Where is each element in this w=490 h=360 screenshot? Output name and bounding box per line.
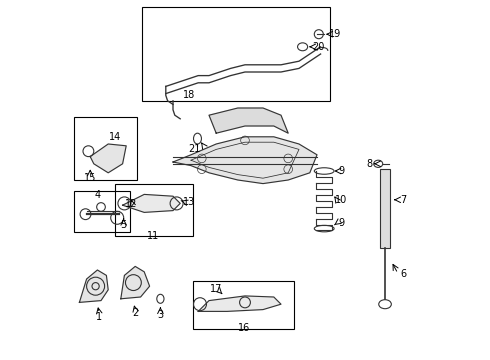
Polygon shape [121, 266, 149, 299]
Polygon shape [173, 137, 317, 184]
Text: 17: 17 [210, 284, 222, 294]
Text: 2: 2 [132, 308, 138, 318]
Polygon shape [198, 296, 281, 311]
Text: 19: 19 [329, 29, 341, 39]
Text: 6: 6 [400, 269, 407, 279]
Text: 1: 1 [96, 312, 102, 322]
Text: 18: 18 [183, 90, 196, 100]
Text: 11: 11 [147, 231, 159, 241]
Text: 13: 13 [183, 197, 196, 207]
Polygon shape [90, 144, 126, 173]
Text: 15: 15 [84, 173, 97, 183]
Text: 21: 21 [189, 144, 201, 154]
Polygon shape [122, 194, 180, 212]
Bar [74, 191, 130, 232]
Bar [74, 117, 137, 180]
Text: 3: 3 [157, 310, 164, 320]
Bar [143, 7, 330, 101]
Polygon shape [79, 270, 108, 302]
Text: 8: 8 [367, 159, 373, 169]
Bar [380, 169, 390, 248]
Text: 14: 14 [109, 132, 122, 142]
Text: 9: 9 [339, 218, 344, 228]
Text: 7: 7 [400, 195, 407, 205]
Polygon shape [209, 108, 288, 133]
Text: 12: 12 [125, 199, 138, 210]
Text: 4: 4 [95, 190, 100, 200]
Text: 9: 9 [339, 166, 344, 176]
Text: 16: 16 [238, 323, 250, 333]
Text: 20: 20 [313, 42, 325, 52]
Text: 5: 5 [121, 220, 127, 230]
Text: 10: 10 [335, 195, 347, 205]
Bar [116, 184, 193, 236]
Bar [193, 281, 294, 329]
